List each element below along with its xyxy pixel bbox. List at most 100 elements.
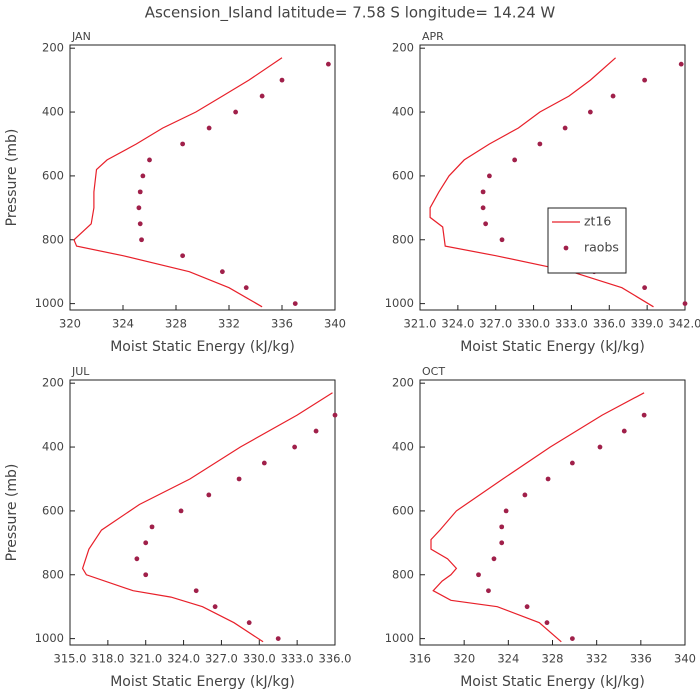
y-tick-label: 800 [392, 567, 414, 581]
obs-point [206, 125, 212, 131]
y-tick-label: 800 [42, 567, 64, 581]
y-tick-label: 600 [392, 503, 414, 517]
x-axis-label: Moist Static Energy (kJ/kg) [460, 339, 645, 355]
obs-point [246, 620, 252, 626]
x-tick-label: 340 [674, 652, 696, 666]
x-tick-label: 336 [630, 652, 652, 666]
obs-point [137, 221, 143, 227]
obs-point [149, 524, 155, 530]
x-tick-label: 320 [59, 317, 81, 331]
legend-swatch [563, 245, 569, 251]
x-tick-label: 336.0 [593, 317, 626, 331]
obs-point [597, 444, 603, 450]
panel: JAN 320 324 328 332 336 340 200 400 600 800 1000 Moi… [4, 30, 346, 355]
profile-line [430, 392, 645, 643]
panel-title: JUL [71, 365, 90, 378]
obs-point [480, 205, 486, 211]
plot-frame [419, 44, 686, 311]
x-tick-label: 327.0 [205, 652, 238, 666]
obs-point [642, 285, 648, 291]
obs-point [569, 460, 575, 466]
obs-point [537, 141, 543, 147]
x-tick-label: 332 [586, 652, 608, 666]
y-tick-label: 1000 [385, 631, 414, 645]
x-tick-label: 336.0 [319, 652, 352, 666]
legend-label: raobs [584, 240, 619, 255]
y-tick-label: 1000 [385, 296, 414, 310]
x-tick-label: 340 [324, 317, 346, 331]
obs-point [487, 173, 492, 179]
obs-point [569, 636, 575, 642]
obs-point [524, 604, 530, 610]
plot-frame [69, 379, 336, 646]
x-tick-label: 336 [271, 317, 293, 331]
x-tick-label: 328 [165, 317, 187, 331]
x-tick-label: 321.0 [129, 652, 162, 666]
obs-point [143, 572, 149, 578]
obs-point [233, 109, 239, 115]
legend-box [547, 207, 627, 274]
obs-point [499, 524, 505, 530]
y-tick-label: 600 [42, 168, 64, 182]
y-tick-label: 1000 [35, 631, 64, 645]
y-tick-label: 200 [392, 41, 414, 55]
obs-point [178, 508, 184, 514]
obs-point [476, 572, 481, 578]
panel-title: APR [422, 30, 444, 43]
y-tick-label: 1000 [35, 296, 64, 310]
obs-point [206, 492, 212, 498]
obs-point [212, 604, 218, 610]
obs-point [236, 476, 242, 482]
y-tick-label: 800 [42, 232, 64, 246]
x-axis-label: Moist Static Energy (kJ/kg) [110, 674, 295, 690]
x-tick-label: 328 [542, 652, 564, 666]
obs-point [610, 93, 616, 99]
x-tick-label: 324.0 [167, 652, 200, 666]
chart-title: Ascension_Island latitude= 7.58 S longit… [145, 4, 556, 23]
x-tick-label: 315.0 [54, 652, 87, 666]
legend-label: zt16 [584, 214, 611, 229]
profile-line [81, 392, 333, 643]
x-tick-label: 321.0 [404, 317, 437, 331]
x-tick-label: 332 [218, 317, 240, 331]
obs-point [261, 460, 267, 466]
obs-point [678, 61, 684, 67]
x-tick-label: 320 [453, 652, 475, 666]
obs-point [139, 237, 144, 243]
obs-point [136, 205, 142, 211]
obs-point [499, 237, 505, 243]
obs-point [259, 93, 265, 99]
panel: OCT 316 320 324 328 332 336 340 200 400 600 800 1000… [385, 365, 696, 690]
x-tick-label: 318.0 [91, 652, 124, 666]
obs-point [587, 109, 593, 115]
x-tick-label: 333.0 [555, 317, 588, 331]
panel-title: JAN [71, 30, 91, 43]
y-tick-label: 200 [392, 376, 414, 390]
panel: JUL 315.0 318.0 321.0 324.0 327.0 330.0 333.0 33… [4, 365, 351, 690]
obs-point [486, 588, 491, 594]
x-tick-label: 316 [409, 652, 431, 666]
obs-point [279, 77, 285, 83]
x-tick-label: 324.0 [441, 317, 474, 331]
x-tick-label: 333.0 [281, 652, 314, 666]
x-tick-label: 330.0 [243, 652, 276, 666]
x-tick-label: 339.0 [631, 317, 664, 331]
y-tick-label: 600 [392, 168, 414, 182]
x-axis-label: Moist Static Energy (kJ/kg) [460, 674, 645, 690]
y-tick-label: 400 [392, 440, 414, 454]
obs-point [143, 540, 149, 546]
obs-point [562, 125, 568, 131]
obs-point [137, 189, 143, 195]
obs-point [545, 476, 551, 482]
obs-point [642, 77, 648, 83]
obs-point [483, 221, 489, 227]
panel: APR 321.0 324.0 327.0 330.0 333.0 336.0 339.0 34… [385, 30, 700, 355]
obs-point [641, 412, 647, 418]
x-tick-label: 327.0 [479, 317, 512, 331]
obs-point [332, 412, 338, 418]
obs-point [219, 269, 225, 275]
obs-point [180, 253, 186, 259]
obs-point [682, 301, 688, 307]
x-tick-label: 342.0 [669, 317, 700, 331]
